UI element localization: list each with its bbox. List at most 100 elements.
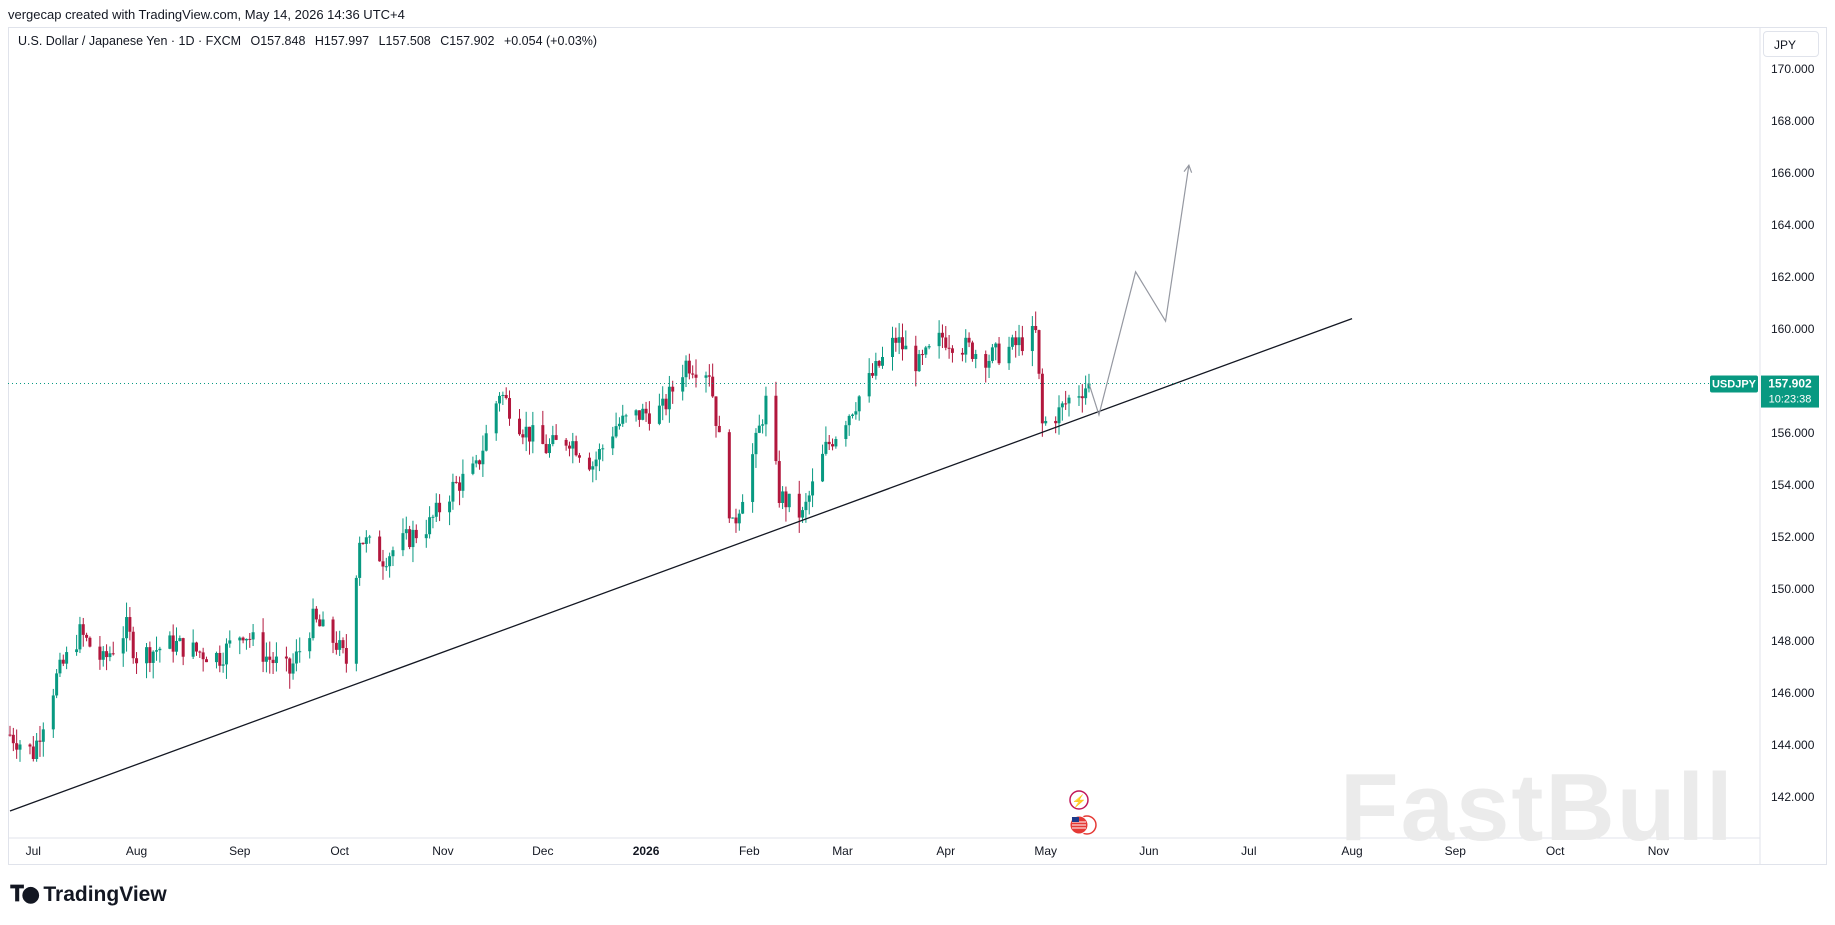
candle-body: [1087, 383, 1091, 389]
candle-body: [341, 640, 345, 649]
candle-body: [191, 642, 195, 657]
candle-body: [454, 481, 458, 483]
time-tick-label: Jun: [1139, 844, 1158, 858]
price-tick-label: 152.000: [1771, 530, 1815, 544]
candle-body: [1084, 388, 1088, 399]
candle-body: [684, 360, 688, 378]
symbol-legend: U.S. Dollar / Japanese Yen · 1D · FXCM O…: [18, 34, 603, 48]
price-tick-label: 148.000: [1771, 634, 1815, 648]
price-tick-label: 170.000: [1771, 62, 1815, 76]
candle-body: [890, 337, 894, 357]
candle-body: [105, 651, 109, 658]
candle-body: [518, 418, 522, 435]
candle-body: [920, 354, 924, 356]
candle-body: [990, 347, 994, 361]
candle-body: [474, 460, 478, 464]
candle-body: [135, 658, 139, 664]
candle-body: [18, 744, 22, 750]
candle-body: [544, 443, 548, 454]
candle-body: [158, 648, 162, 651]
candle-body: [691, 373, 695, 375]
candle-body: [98, 646, 102, 660]
candle-body: [145, 647, 149, 664]
candle-body: [997, 343, 1001, 364]
candle-body: [291, 663, 295, 674]
candle-body: [867, 373, 871, 397]
lightning-event-icon: [1069, 790, 1089, 810]
candle-body: [358, 542, 362, 578]
candle-body: [175, 640, 179, 652]
candle-body: [1067, 397, 1071, 404]
candle-body: [471, 463, 475, 474]
candle-body: [647, 413, 651, 424]
candle-body: [378, 536, 382, 562]
candle-body: [960, 352, 964, 355]
candle-body: [244, 638, 248, 641]
candle-body: [967, 337, 971, 343]
candle-body: [388, 556, 392, 567]
candle-body: [927, 346, 931, 348]
candle-body: [521, 434, 525, 438]
legend-open: O157.848: [250, 34, 306, 48]
candle-body: [777, 461, 781, 503]
candle-body: [344, 648, 348, 664]
legend-close: C157.902: [440, 34, 495, 48]
candle-body: [727, 432, 731, 519]
candle-body: [874, 361, 878, 376]
candle-body: [671, 386, 675, 392]
candle-body: [857, 396, 861, 412]
candle-body: [314, 608, 318, 620]
currency-button[interactable]: JPY: [1763, 31, 1819, 57]
candle-body: [804, 501, 808, 511]
candle-body: [844, 425, 848, 440]
candle-body: [754, 432, 758, 455]
candle-body: [1040, 373, 1044, 424]
candle-body: [481, 450, 485, 465]
symbol-tag: [1710, 375, 1758, 393]
candle-body: [321, 619, 325, 627]
candle-body: [711, 376, 715, 397]
candle-body: [621, 415, 625, 424]
candle-body: [881, 356, 884, 366]
candle-body: [131, 631, 135, 659]
candle-body: [707, 375, 711, 377]
candle-body: [664, 398, 668, 410]
candle-body: [88, 637, 92, 647]
price-tick-label: 156.000: [1771, 426, 1815, 440]
candle-body: [424, 534, 428, 539]
price-tick-label: 166.000: [1771, 166, 1815, 180]
candle-body: [897, 337, 901, 343]
candle-body: [478, 460, 482, 465]
candle-body: [940, 332, 944, 338]
candle-body: [871, 373, 875, 376]
tradingview-brand: TradingView: [43, 882, 167, 906]
time-tick-label: 2026: [633, 844, 660, 858]
time-axis: Jul Aug Sep Oct Nov Dec 2026 Feb Mar Apr May Jun Jul…: [26, 844, 1669, 858]
candle-body: [204, 659, 208, 663]
candle-body: [461, 473, 465, 491]
tradingview-logo-icon: 𝐓●: [10, 882, 40, 907]
candle-body: [917, 354, 921, 372]
candle-body: [108, 653, 112, 658]
price-tick-label: 164.000: [1771, 218, 1815, 232]
candle-body: [594, 459, 598, 467]
candle-body: [228, 640, 232, 644]
candle-body: [181, 638, 185, 657]
candle-body: [900, 337, 904, 350]
time-tick-label: Jul: [26, 844, 41, 858]
candle-body: [807, 495, 811, 502]
candle-body: [564, 439, 568, 446]
candle-body: [637, 410, 641, 420]
support-trendline: [9, 317, 1353, 812]
candle-body: [404, 529, 408, 534]
price-tick-label: 146.000: [1771, 686, 1815, 700]
candle-body: [125, 617, 129, 639]
candle-body: [28, 744, 32, 747]
candle-body: [78, 624, 82, 650]
candle-body: [318, 619, 322, 627]
last-price-marker: USDJPY 157.902 10:23:38: [1710, 375, 1819, 408]
candle-body: [238, 637, 242, 641]
tradingview-logo[interactable]: 𝐓● TradingView: [10, 882, 167, 907]
candle-body: [65, 652, 69, 664]
